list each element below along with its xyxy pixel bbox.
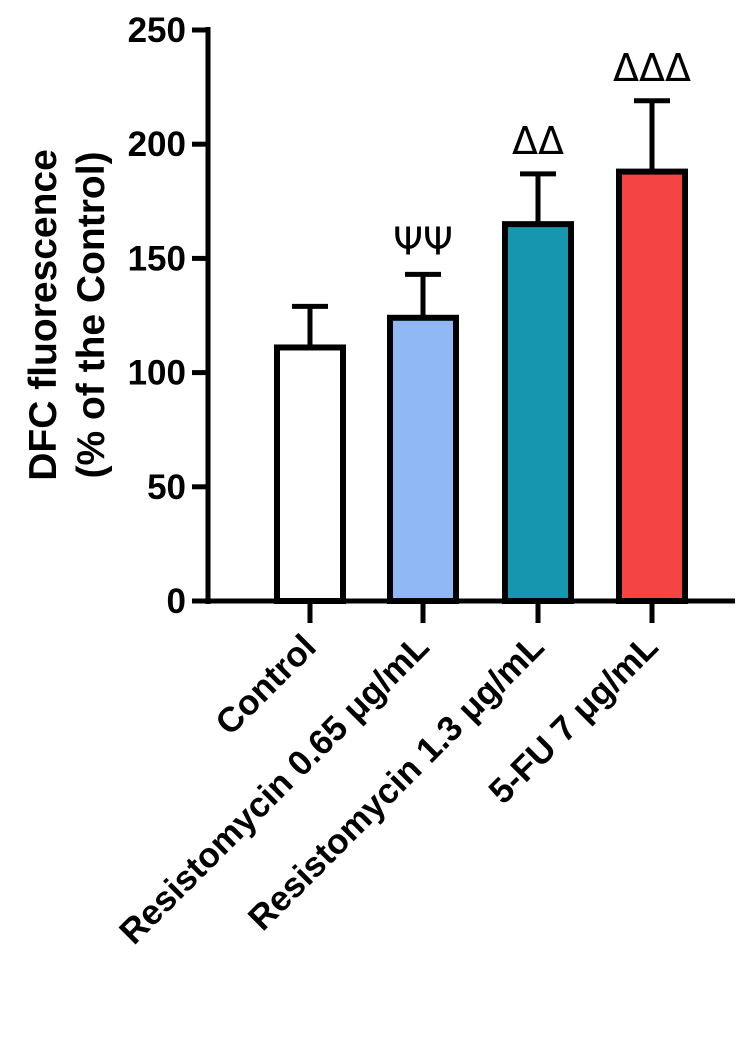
y-tick-label: 0 bbox=[167, 582, 186, 621]
y-tick-label: 200 bbox=[128, 125, 186, 164]
bar bbox=[387, 314, 459, 604]
y-axis: 0 50 100 150 200 250 bbox=[128, 11, 211, 621]
x-axis bbox=[206, 598, 735, 623]
y-axis-title: DFC fluorescence (% of the Control) bbox=[22, 149, 113, 481]
significance-marker: ΔΔΔ bbox=[613, 46, 691, 90]
y-axis-title-line2: (% of the Control) bbox=[70, 151, 113, 478]
bar bbox=[274, 344, 346, 605]
bar bbox=[502, 221, 574, 604]
y-tick-label: 50 bbox=[147, 468, 186, 507]
y-tick-label: 250 bbox=[128, 11, 186, 50]
significance-marker: ΨΨ bbox=[393, 219, 453, 263]
y-axis-title-line1: DFC fluorescence bbox=[22, 149, 65, 481]
y-tick-label: 100 bbox=[128, 354, 186, 393]
bar bbox=[616, 168, 688, 604]
y-tick-label: 150 bbox=[128, 239, 186, 278]
x-category-label: Control bbox=[208, 627, 324, 743]
significance-marker: ΔΔ bbox=[512, 119, 564, 163]
